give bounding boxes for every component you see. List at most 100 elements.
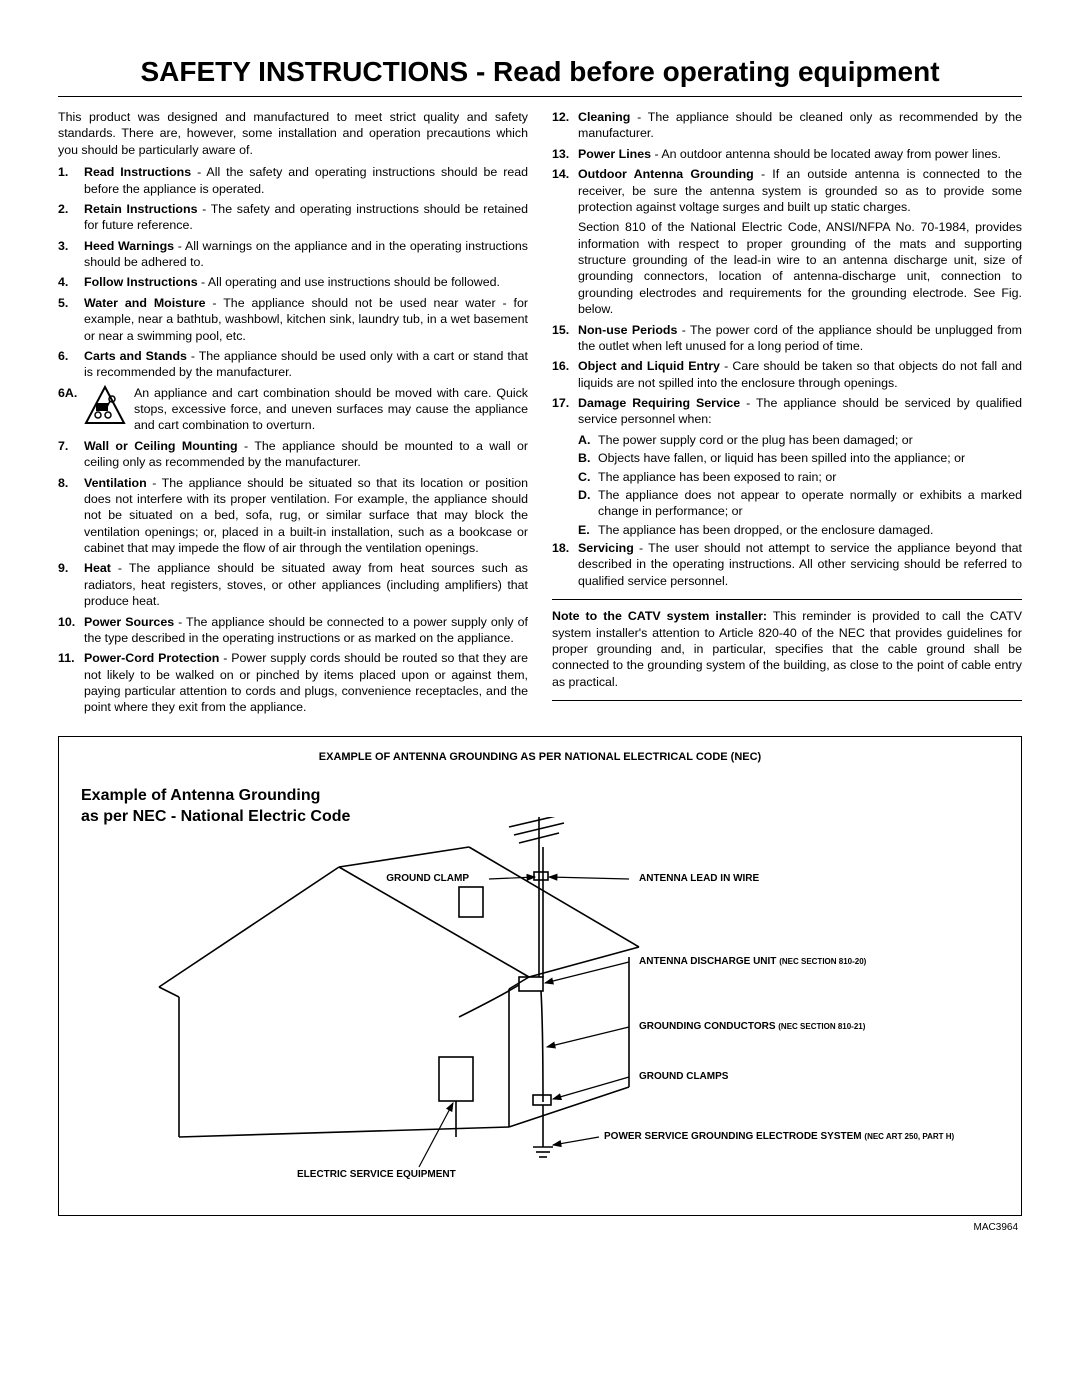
item-number: 11. [58, 650, 84, 716]
sub-d: D.The appliance does not appear to opera… [578, 487, 1022, 520]
item-number: 7. [58, 438, 84, 471]
sub-number: E. [578, 522, 598, 538]
item-label: Water and Moisture [84, 296, 205, 310]
item-label: Heed Warnings [84, 239, 174, 253]
item-number: 1. [58, 164, 84, 197]
item-label: Read Instructions [84, 165, 191, 179]
item-text: - All operating and use instructions sho… [198, 275, 500, 289]
item-label: Heat [84, 561, 111, 575]
item-body: Power Lines - An outdoor antenna should … [578, 146, 1022, 162]
diagram-left-title-1: Example of Antenna Grounding [81, 787, 320, 804]
lbl-power-service-text: POWER SERVICE GROUNDING ELECTRODE SYSTEM [604, 1131, 862, 1142]
item-number: 13. [552, 146, 578, 162]
item-15: 15. Non-use Periods - The power cord of … [552, 322, 1022, 355]
item-label: Power Sources [84, 615, 174, 629]
sub-b: B.Objects have fallen, or liquid has bee… [578, 450, 1022, 466]
item-text: - The appliance should be situated away … [84, 561, 528, 608]
page: SAFETY INSTRUCTIONS - Read before operat… [0, 0, 1080, 1273]
item-number: 18. [552, 540, 578, 589]
item-body: Follow Instructions - All operating and … [84, 274, 528, 290]
title-rule [58, 96, 1022, 97]
item-number: 15. [552, 322, 578, 355]
lbl-antenna-lead: ANTENNA LEAD IN WIRE [639, 873, 759, 884]
sub-a: A.The power supply cord or the plug has … [578, 432, 1022, 448]
item-7: 7. Wall or Ceiling Mounting - The applia… [58, 438, 528, 471]
item-text: - The user should not attempt to service… [578, 541, 1022, 588]
item-8: 8. Ventilation - The appliance should be… [58, 475, 528, 557]
item-body: Power Sources - The appliance should be … [84, 614, 528, 647]
cart-warning-icon [84, 385, 134, 434]
intro-text: This product was designed and manufactur… [58, 109, 528, 158]
item-number: 17. [552, 395, 578, 428]
lbl-grounding-cond: GROUNDING CONDUCTORS (NEC SECTION 810-21… [639, 1021, 865, 1032]
columns: This product was designed and manufactur… [58, 109, 1022, 720]
lbl-power-service-sec: (NEC ART 250, PART H) [864, 1132, 954, 1141]
sub-number: C. [578, 469, 598, 485]
item-number: 8. [58, 475, 84, 557]
item-body: Power-Cord Protection - Power supply cor… [84, 650, 528, 716]
item-9: 9. Heat - The appliance should be situat… [58, 560, 528, 609]
item-13: 13. Power Lines - An outdoor antenna sho… [552, 146, 1022, 162]
sub-text: The power supply cord or the plug has be… [598, 432, 1022, 448]
lbl-ground-clamp: GROUND CLAMP [359, 873, 469, 884]
item-number: 16. [552, 358, 578, 391]
item-label: Servicing [578, 541, 634, 555]
sub-number: B. [578, 450, 598, 466]
lbl-grounding-cond-text: GROUNDING CONDUCTORS [639, 1021, 775, 1032]
item-body: Read Instructions - All the safety and o… [84, 164, 528, 197]
item-body: Water and Moisture - The appliance shoul… [84, 295, 528, 344]
item-number [552, 219, 578, 317]
footer-code: MAC3964 [58, 1222, 1022, 1233]
item-body: Carts and Stands - The appliance should … [84, 348, 528, 381]
item-10: 10. Power Sources - The appliance should… [58, 614, 528, 647]
item-body: Object and Liquid Entry - Care should be… [578, 358, 1022, 391]
item-label: Ventilation [84, 476, 147, 490]
item-1: 1. Read Instructions - All the safety an… [58, 164, 528, 197]
diagram-box: EXAMPLE OF ANTENNA GROUNDING AS PER NATI… [58, 736, 1022, 1216]
item-6: 6. Carts and Stands - The appliance shou… [58, 348, 528, 381]
item-body: Wall or Ceiling Mounting - The appliance… [84, 438, 528, 471]
item-body: Heat - The appliance should be situated … [84, 560, 528, 609]
page-title: SAFETY INSTRUCTIONS - Read before operat… [58, 56, 1022, 88]
sub-text: The appliance has been dropped, or the e… [598, 522, 1022, 538]
item-label: Carts and Stands [84, 349, 187, 363]
lbl-ground-clamps: GROUND CLAMPS [639, 1071, 728, 1082]
item-body: Heed Warnings - All warnings on the appl… [84, 238, 528, 271]
item-number: 3. [58, 238, 84, 271]
lbl-electric: ELECTRIC SERVICE EQUIPMENT [297, 1169, 456, 1180]
sub-text: The appliance does not appear to operate… [598, 487, 1022, 520]
item-4: 4. Follow Instructions - All operating a… [58, 274, 528, 290]
sub-number: D. [578, 487, 598, 520]
item-14: 14. Outdoor Antenna Grounding - If an ou… [552, 166, 1022, 215]
item-17: 17. Damage Requiring Service - The appli… [552, 395, 1022, 428]
item-label: Follow Instructions [84, 275, 198, 289]
right-column: 12. Cleaning - The appliance should be c… [552, 109, 1022, 720]
item-number: 5. [58, 295, 84, 344]
item-11: 11. Power-Cord Protection - Power supply… [58, 650, 528, 716]
item-number: 2. [58, 201, 84, 234]
item-text: - The appliance should be cleaned only a… [578, 110, 1022, 140]
item-text: An appliance and cart combination should… [134, 385, 528, 434]
item-text: - The appliance should be situated so th… [84, 476, 528, 556]
note-rule-top [552, 599, 1022, 600]
sub-e: E.The appliance has been dropped, or the… [578, 522, 1022, 538]
item-body: Damage Requiring Service - The appliance… [578, 395, 1022, 428]
item-3: 3. Heed Warnings - All warnings on the a… [58, 238, 528, 271]
item-body: Non-use Periods - The power cord of the … [578, 322, 1022, 355]
item-number: 10. [58, 614, 84, 647]
item-18: 18. Servicing - The user should not atte… [552, 540, 1022, 589]
item-label: Power Lines [578, 147, 651, 161]
item-label: Damage Requiring Service [578, 396, 740, 410]
lbl-grounding-cond-sec: (NEC SECTION 810-21) [778, 1022, 865, 1031]
item-label: Outdoor Antenna Grounding [578, 167, 754, 181]
item-label: Object and Liquid Entry [578, 359, 720, 373]
item-label: Non-use Periods [578, 323, 677, 337]
item-number: 6A. [58, 385, 84, 434]
item-label: Wall or Ceiling Mounting [84, 439, 238, 453]
lbl-discharge: ANTENNA DISCHARGE UNIT (NEC SECTION 810-… [639, 956, 866, 967]
item-body: Servicing - The user should not attempt … [578, 540, 1022, 589]
item-number: 14. [552, 166, 578, 215]
item-label: Cleaning [578, 110, 630, 124]
lbl-discharge-text: ANTENNA DISCHARGE UNIT [639, 956, 776, 967]
item-text: - An outdoor antenna should be located a… [651, 147, 1001, 161]
